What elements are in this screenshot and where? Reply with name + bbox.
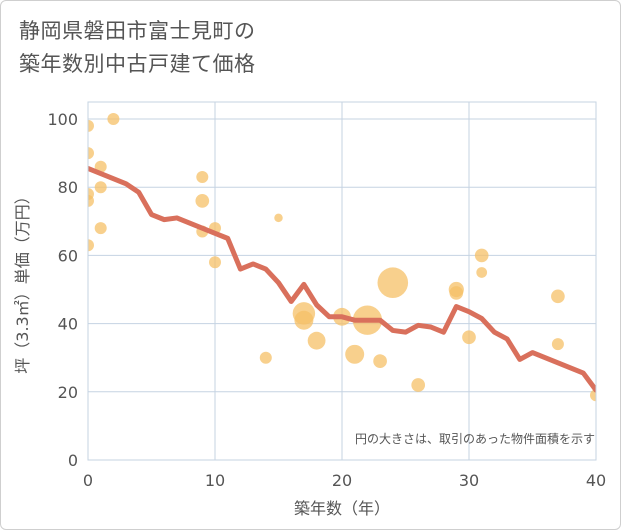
x-tick-label: 40 <box>586 471 606 490</box>
bubble-point <box>88 147 94 160</box>
bubble-point <box>411 378 426 392</box>
bubble-point <box>107 113 120 126</box>
x-tick-labels: 0 10 20 30 40 <box>83 471 606 490</box>
bubble-point <box>195 194 210 208</box>
x-tick-label: 20 <box>332 471 352 490</box>
bubble-point <box>307 331 326 350</box>
bubble-point <box>373 354 387 368</box>
chart-title-line-1: 静岡県磐田市富士見町の <box>19 19 256 43</box>
bubble-point <box>551 338 564 351</box>
bubble-point <box>88 194 94 207</box>
bubble-point <box>551 289 565 304</box>
y-tick-label: 60 <box>58 246 78 265</box>
bubble-point <box>274 213 283 223</box>
y-tick-label: 40 <box>58 315 78 334</box>
y-tick-labels: 0 20 40 60 80 100 <box>47 110 78 470</box>
bubble-point <box>196 171 209 184</box>
bubble-series <box>88 113 596 402</box>
bubble-point <box>259 351 272 364</box>
bubble-point <box>88 119 94 132</box>
bubble-point <box>94 222 107 235</box>
x-tick-label: 30 <box>459 471 479 490</box>
bubble-point <box>345 344 365 364</box>
bubble-point <box>474 248 489 263</box>
y-tick-label: 100 <box>47 110 78 129</box>
x-tick-label: 0 <box>83 471 93 490</box>
size-legend-note: 円の大きさは、取引のあった物件面積を示す <box>355 431 595 446</box>
x-axis-label: 築年数（年） <box>294 499 390 518</box>
chart-title-line-2: 築年数別中古戸建て価格 <box>19 52 256 76</box>
bubble-point <box>462 330 476 345</box>
y-tick-label: 0 <box>68 451 78 470</box>
trend-line-series <box>88 165 596 393</box>
chart-title: 静岡県磐田市富士見町の 築年数別中古戸建て価格 <box>19 15 579 81</box>
bubble-point <box>94 181 107 194</box>
bubble-point <box>449 286 464 300</box>
bubble-point <box>476 267 488 278</box>
average-price-line <box>88 165 596 393</box>
y-tick-label: 20 <box>58 383 78 402</box>
plot-frame <box>87 101 597 461</box>
y-tick-label: 80 <box>58 178 78 197</box>
bubble-point <box>294 310 314 330</box>
bubble-point <box>590 389 596 402</box>
y-axis-label: 坪（3.3㎡）単価（万円） <box>13 188 32 373</box>
bubble-point <box>88 239 94 252</box>
x-tick-label: 10 <box>205 471 225 490</box>
bubble-point <box>377 267 409 299</box>
bubble-point <box>209 256 221 269</box>
